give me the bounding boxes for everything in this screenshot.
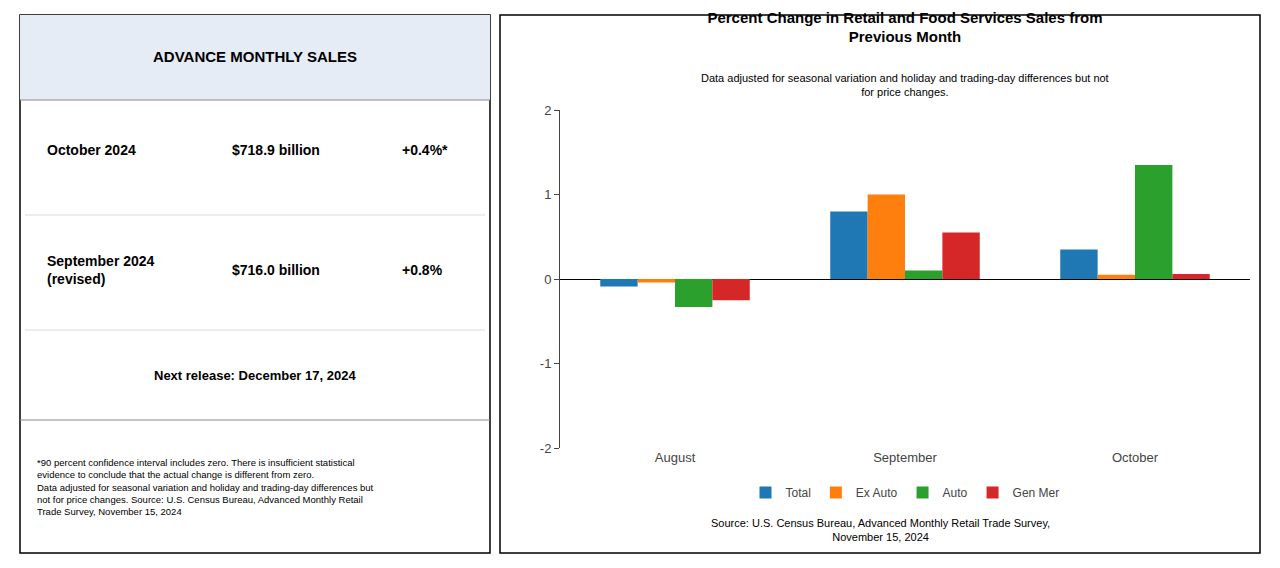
svg-text:Data adjusted for seasonal var: Data adjusted for seasonal variation and… (701, 72, 1109, 98)
svg-text:Gen Mer: Gen Mer (1013, 486, 1060, 500)
svg-text:Total: Total (786, 486, 811, 500)
svg-text:September 2024(revised): September 2024(revised) (47, 253, 155, 287)
svg-text:Source: U.S. Census Bureau, Ad: Source: U.S. Census Bureau, Advanced Mon… (711, 517, 1050, 543)
svg-text:+0.8%: +0.8% (402, 262, 443, 278)
svg-text:ADVANCE MONTHLY SALES: ADVANCE MONTHLY SALES (153, 48, 357, 65)
svg-text:$716.0 billion: $716.0 billion (232, 262, 320, 278)
svg-text:-1: -1 (540, 356, 552, 371)
svg-text:October 2024: October 2024 (47, 142, 136, 158)
svg-text:Next release: December 17, 202: Next release: December 17, 2024 (154, 368, 356, 383)
svg-text:1: 1 (544, 187, 551, 202)
svg-text:Percent Change in Retail and F: Percent Change in Retail and Food Servic… (707, 9, 1102, 46)
svg-text:*90 percent confidence interva: *90 percent confidence interval includes… (37, 457, 374, 517)
svg-text:0: 0 (544, 272, 551, 287)
svg-text:Auto: Auto (943, 486, 968, 500)
svg-text:$718.9 billion: $718.9 billion (232, 142, 320, 158)
svg-text:-2: -2 (540, 441, 552, 456)
svg-text:September: September (873, 450, 937, 465)
svg-text:+0.4%*: +0.4%* (402, 142, 448, 158)
svg-text:Ex Auto: Ex Auto (856, 486, 898, 500)
svg-text:2: 2 (544, 103, 551, 118)
svg-text:August: August (655, 450, 696, 465)
svg-text:October: October (1112, 450, 1159, 465)
